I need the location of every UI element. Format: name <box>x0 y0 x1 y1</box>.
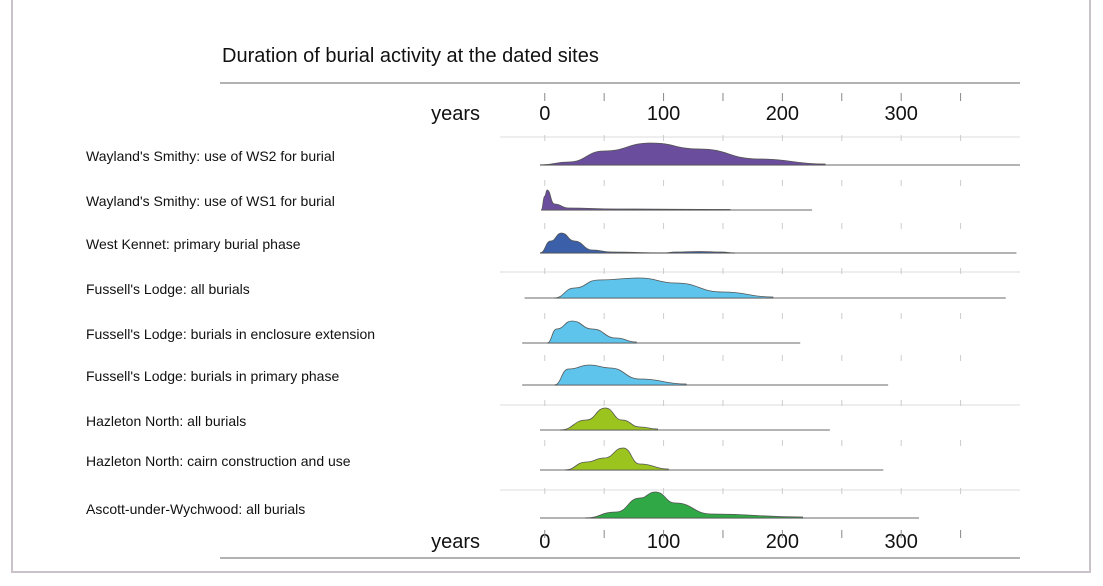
density-curve <box>547 320 637 344</box>
x-tick-label: 100 <box>647 103 680 125</box>
row-label: Fussell's Lodge: burials in primary phas… <box>86 368 339 384</box>
chart-title: Duration of burial activity at the dated… <box>222 45 599 67</box>
density-curve <box>554 364 687 386</box>
row-label: Hazleton North: cairn construction and u… <box>86 453 351 469</box>
x-tick-label: 100 <box>647 531 680 553</box>
row-label: Wayland's Smithy: use of WS2 for burial <box>86 148 335 164</box>
density-curve <box>540 142 826 166</box>
x-tick-label: 200 <box>766 531 799 553</box>
x-axis-label: years <box>431 103 480 125</box>
x-tick-label: 0 <box>539 103 550 125</box>
density-curve <box>585 491 803 519</box>
x-tick-label: 300 <box>885 103 918 125</box>
frame <box>11 0 1091 573</box>
density-curve <box>554 277 774 299</box>
density-curve <box>564 447 669 471</box>
density-curve <box>560 407 659 431</box>
row-label: Fussell's Lodge: all burials <box>86 281 250 297</box>
x-tick-label: 300 <box>885 531 918 553</box>
row-label: Ascott-under-Wychwood: all burials <box>86 501 305 517</box>
density-curve <box>539 232 735 254</box>
row-label: Hazleton North: all burials <box>86 413 246 429</box>
row-label: Wayland's Smithy: use of WS1 for burial <box>86 193 335 209</box>
row-label: Fussell's Lodge: burials in enclosure ex… <box>86 326 375 342</box>
row-label: West Kennet: primary burial phase <box>86 236 301 252</box>
x-tick-label: 0 <box>539 531 550 553</box>
density-curve <box>540 189 731 211</box>
x-axis-label: years <box>431 531 480 553</box>
x-tick-label: 200 <box>766 103 799 125</box>
